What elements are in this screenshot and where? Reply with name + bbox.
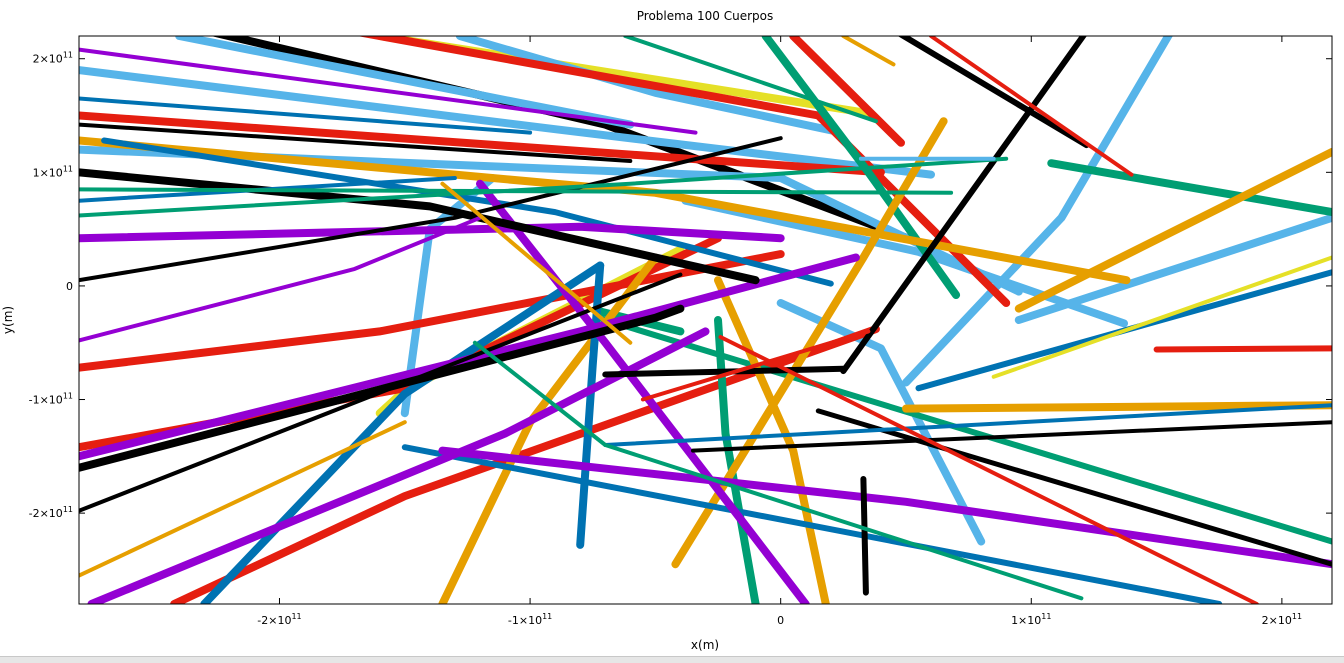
series-line-18 — [789, 36, 905, 147]
series-line-37 — [79, 253, 860, 461]
series-line-54 — [79, 96, 533, 135]
x-tick-label-2: -1×1011 — [508, 612, 552, 627]
series-line-21 — [1047, 159, 1332, 217]
series-line-66 — [841, 36, 896, 67]
series-line-49 — [79, 136, 783, 283]
series-line-60 — [472, 340, 1084, 601]
x-tick-label-3: 0 — [777, 614, 784, 627]
series-line-35 — [401, 444, 1223, 604]
series-line-36 — [79, 222, 785, 243]
x-tick-label-5: 2×1011 — [1262, 612, 1302, 627]
series-line-6 — [455, 36, 840, 136]
series-line-44 — [897, 36, 1090, 149]
series-layer — [79, 36, 1332, 604]
series-line-1 — [210, 36, 918, 245]
series-line-40 — [476, 179, 810, 604]
series-line-51 — [691, 420, 1332, 453]
series-line-27 — [714, 276, 830, 604]
window-bottom-edge — [0, 656, 1344, 663]
series-line-47 — [815, 408, 1332, 567]
series-line-12 — [1014, 213, 1332, 324]
series-line-48 — [79, 122, 633, 163]
chart-title: Problema 100 Cuerpos — [637, 9, 773, 23]
y-axis-label: y(m) — [1, 306, 15, 334]
series-line-58 — [79, 156, 1009, 218]
series-line-41 — [79, 304, 685, 472]
y-tick-label-5: -2×1011 — [29, 505, 73, 520]
series-line-45 — [602, 365, 847, 378]
series-line-24 — [594, 314, 1332, 545]
series-line-52 — [79, 47, 698, 135]
series-line-42 — [79, 168, 760, 285]
series-line-61 — [929, 36, 1134, 177]
y-tick-label-3: 0 — [66, 280, 73, 293]
series-line-50 — [79, 272, 683, 513]
series-line-13 — [357, 36, 1011, 307]
y-tick-label-2: 1×1011 — [33, 164, 73, 179]
series-line-4 — [175, 36, 635, 129]
series-line-30 — [902, 401, 1332, 413]
series-line-64 — [79, 420, 407, 578]
series-line-9 — [776, 299, 986, 546]
series-line-14 — [79, 111, 885, 177]
plot-frame — [78, 35, 1333, 605]
series-line-8 — [681, 196, 1128, 328]
y-tick-label-4: -1×1011 — [29, 392, 73, 407]
series-line-39 — [438, 446, 1332, 569]
series-line-38 — [87, 327, 710, 604]
series-line-53 — [79, 215, 482, 343]
series-line-65 — [440, 181, 633, 345]
y-axis: 2×1011 1×1011 0 -1×1011 -2×1011 — [29, 51, 1332, 520]
series-line-43 — [840, 36, 1087, 375]
series-line-59 — [623, 36, 878, 124]
y-tick-label-1: 2×1011 — [33, 51, 73, 66]
series-line-63 — [718, 335, 1259, 604]
series-line-15 — [79, 250, 785, 372]
x-tick-label-4: 1×1011 — [1011, 612, 1051, 627]
series-line-46 — [860, 476, 869, 596]
series-line-11 — [902, 36, 1173, 387]
series-line-31 — [576, 261, 605, 549]
series-line-67 — [991, 255, 1332, 379]
series-line-33 — [101, 137, 834, 287]
x-axis: -2×1011 -1×1011 0 1×1011 2×1011 — [257, 36, 1302, 627]
series-line-29 — [1014, 147, 1332, 313]
series-line-5 — [79, 66, 935, 179]
x-axis-label: x(m) — [691, 638, 719, 652]
series-line-32 — [200, 261, 605, 604]
series-line-56 — [603, 403, 1332, 447]
x-tick-label-1: -2×1011 — [257, 612, 301, 627]
series-line-19 — [1153, 345, 1332, 353]
series-line-62 — [640, 329, 871, 402]
